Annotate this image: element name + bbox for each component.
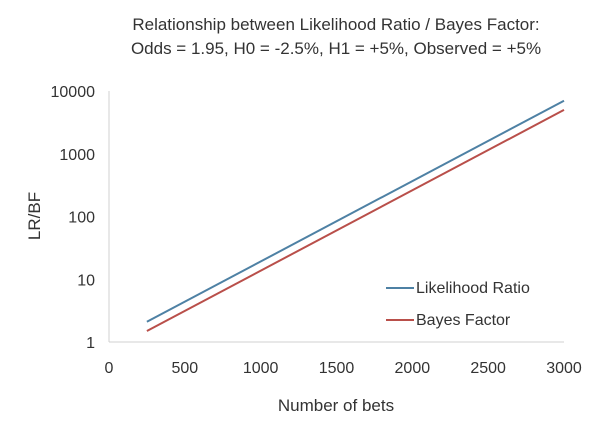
x-tick-label: 3000	[546, 360, 582, 377]
x-tick-label: 0	[105, 360, 114, 377]
legend-label: Bayes Factor	[416, 312, 511, 329]
series-line-likelihood-ratio	[146, 99, 565, 323]
x-tick-label: 1500	[319, 360, 355, 377]
x-tick-label: 500	[171, 360, 198, 377]
x-tick-label: 2000	[395, 360, 431, 377]
y-axis-label: LR/BF	[25, 192, 44, 240]
legend-label: Likelihood Ratio	[416, 280, 530, 297]
y-tick-label: 10	[77, 272, 95, 289]
x-tick-label: 1000	[243, 360, 279, 377]
series-line-bayes-factor	[146, 109, 565, 332]
y-tick-label: 1	[86, 335, 95, 352]
x-axis-label: Number of bets	[278, 396, 394, 415]
chart-subtitle: Odds = 1.95, H0 = -2.5%, H1 = +5%, Obser…	[131, 39, 541, 58]
y-tick-labels: 1 10 100 1000 10000	[51, 84, 96, 352]
y-tick-label: 10000	[51, 84, 96, 101]
y-tick-label: 1000	[59, 147, 95, 164]
chart-title: Relationship between Likelihood Ratio / …	[132, 15, 539, 34]
x-tick-label: 2500	[470, 360, 506, 377]
legend: Likelihood Ratio Bayes Factor	[386, 280, 530, 329]
x-tick-labels: 0 500 1000 1500 2000 2500 3000	[105, 360, 582, 377]
series-lines	[146, 99, 565, 332]
y-tick-label: 100	[68, 210, 95, 227]
